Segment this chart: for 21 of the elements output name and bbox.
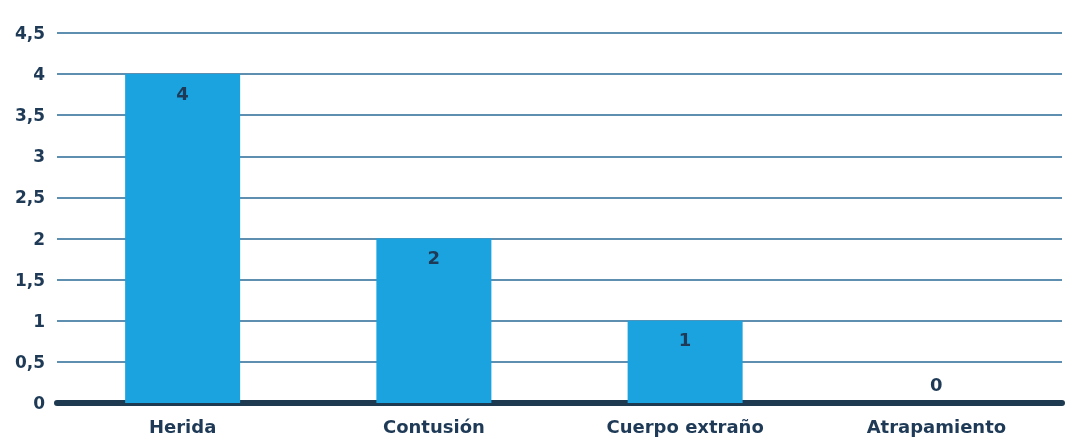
y-tick-label: 0 xyxy=(33,393,46,413)
x-tick-label: Cuerpo extraño xyxy=(606,415,764,437)
y-tick-label: 3 xyxy=(33,146,45,167)
data-label: 1 xyxy=(678,329,692,351)
bar xyxy=(376,238,492,403)
y-tick-label: 2 xyxy=(33,228,45,249)
data-label: 4 xyxy=(176,82,189,104)
y-tick-label: 3,5 xyxy=(14,105,45,126)
bar xyxy=(125,74,241,403)
y-tick-label: 4,5 xyxy=(14,23,45,43)
x-tick-label: Contusión xyxy=(382,415,485,437)
bar xyxy=(627,320,743,403)
y-tick-label: 2,5 xyxy=(14,187,45,208)
y-tick-label: 1,5 xyxy=(14,269,45,290)
y-tick-label: 4 xyxy=(33,64,46,85)
data-label: 0 xyxy=(930,373,943,395)
x-tick-label: Atrapamiento xyxy=(866,415,1007,437)
y-tick-label: 0,5 xyxy=(14,351,45,372)
x-tick-label: Herida xyxy=(148,415,217,437)
y-tick-label: 1 xyxy=(33,310,45,331)
data-label: 2 xyxy=(427,247,441,269)
